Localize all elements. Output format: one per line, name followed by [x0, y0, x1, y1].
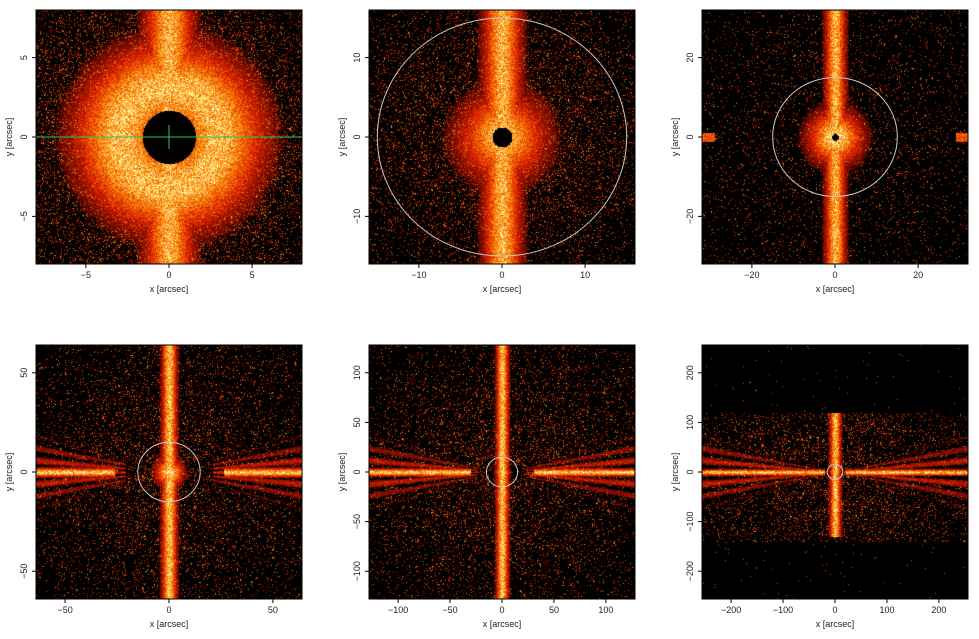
y-tick-label: 10 — [352, 53, 362, 63]
psf-image — [36, 345, 302, 599]
axes-overlay: −10 0 10 −10 0 10 x [arcsec] y [arcsec] — [337, 9, 636, 294]
x-tick-label: 0 — [499, 605, 504, 615]
x-tick-label: 0 — [166, 270, 171, 280]
aperture-circle — [137, 441, 201, 503]
x-tick-label: −100 — [388, 605, 408, 615]
plot-frame — [368, 9, 636, 265]
image-panel-2: −10 0 10 −10 0 10 x [arcsec] y [arcsec] — [337, 9, 636, 294]
y-axis-label: y [arcsec] — [4, 118, 14, 157]
y-axis-label: y [arcsec] — [670, 453, 680, 492]
image-panel-5: −100 −50 0 50 100 −100 −50 0 50 100 x [arcsec] y [a… — [337, 344, 636, 629]
x-tick-label: 20 — [913, 270, 923, 280]
x-tick-label: 0 — [832, 270, 837, 280]
x-tick-label: 0 — [499, 270, 504, 280]
y-tick-label: 0 — [19, 134, 29, 139]
x-tick-label: 0 — [832, 605, 837, 615]
y-axis-label: y [arcsec] — [4, 453, 14, 492]
y-tick-label: −50 — [19, 564, 29, 579]
y-tick-label: 0 — [685, 134, 695, 139]
image-panel-4: −50 0 50 −50 0 50 x [arcsec] y [arcsec] — [4, 344, 303, 629]
psf-image — [702, 345, 968, 599]
x-tick-label: 50 — [549, 605, 559, 615]
y-tick-label: 100 — [685, 415, 695, 430]
y-tick-label: 20 — [685, 53, 695, 63]
x-tick-label: 50 — [268, 605, 278, 615]
x-axis-label: x [arcsec] — [483, 284, 522, 294]
y-tick-label: 0 — [352, 134, 362, 139]
y-tick-label: 0 — [685, 469, 695, 474]
y-tick-label: −10 — [352, 209, 362, 224]
aperture-circle — [376, 17, 628, 257]
y-tick-label: −50 — [352, 514, 362, 529]
x-tick-label: −20 — [744, 270, 759, 280]
y-axis-label: y [arcsec] — [337, 453, 347, 492]
x-axis-label: x [arcsec] — [816, 284, 855, 294]
plot-frame — [701, 9, 969, 265]
x-tick-label: −10 — [411, 270, 426, 280]
y-tick-label: −200 — [685, 561, 695, 581]
x-axis-label: x [arcsec] — [150, 284, 189, 294]
axes-overlay: −5 0 5 −5 0 5 x [arcsec] y [arcsec] — [4, 9, 303, 294]
image-panel-6: −200 −100 0 100 200 −200 −100 0 100 200 x [arcsec]… — [670, 344, 969, 629]
aperture-circle — [772, 76, 898, 198]
x-tick-label: 5 — [250, 270, 255, 280]
image-panel-3: −20 0 20 −20 0 20 x [arcsec] y [arcsec] — [670, 9, 969, 294]
x-tick-label: −50 — [442, 605, 457, 615]
axes-overlay: −20 0 20 −20 0 20 x [arcsec] y [arcsec] — [670, 9, 969, 294]
axes-overlay: −50 0 50 −50 0 50 x [arcsec] y [arcsec] — [4, 344, 303, 629]
y-tick-label: 200 — [685, 365, 695, 380]
x-axis-label: x [arcsec] — [816, 619, 855, 629]
x-axis-label: x [arcsec] — [483, 619, 522, 629]
y-axis-label: y [arcsec] — [337, 118, 347, 157]
x-tick-label: −5 — [81, 270, 91, 280]
axes-overlay: −200 −100 0 100 200 −200 −100 0 100 200 x [arcsec]… — [670, 344, 969, 629]
x-tick-label: 100 — [598, 605, 613, 615]
y-axis-label: y [arcsec] — [670, 118, 680, 157]
y-tick-label: −100 — [685, 511, 695, 531]
y-tick-label: 100 — [352, 365, 362, 380]
y-tick-label: −20 — [685, 209, 695, 224]
axes-overlay: −100 −50 0 50 100 −100 −50 0 50 100 x [arcsec] y [a… — [337, 344, 636, 629]
aperture-circle — [485, 456, 519, 488]
x-tick-label: −200 — [721, 605, 741, 615]
x-tick-label: 10 — [580, 270, 590, 280]
y-tick-label: 50 — [352, 417, 362, 427]
x-tick-label: 100 — [879, 605, 894, 615]
x-tick-label: 0 — [166, 605, 171, 615]
y-tick-label: −100 — [352, 561, 362, 581]
plot-frame — [35, 344, 303, 600]
y-tick-label: 5 — [19, 55, 29, 60]
psf-image — [369, 345, 635, 599]
plot-frame — [701, 344, 969, 600]
psf-image — [702, 10, 968, 264]
y-tick-label: −5 — [19, 211, 29, 221]
psf-image — [369, 10, 635, 264]
y-tick-label: 0 — [19, 469, 29, 474]
image-panel-1: −5 0 5 −5 0 5 x [arcsec] y [arcsec] — [4, 9, 303, 294]
y-tick-label: 50 — [19, 368, 29, 378]
y-tick-label: 0 — [352, 469, 362, 474]
x-axis-label: x [arcsec] — [150, 619, 189, 629]
aperture-circle — [826, 464, 844, 480]
x-tick-label: 200 — [931, 605, 946, 615]
x-tick-label: −50 — [57, 605, 72, 615]
x-tick-label: −100 — [773, 605, 793, 615]
plot-frame — [368, 344, 636, 600]
